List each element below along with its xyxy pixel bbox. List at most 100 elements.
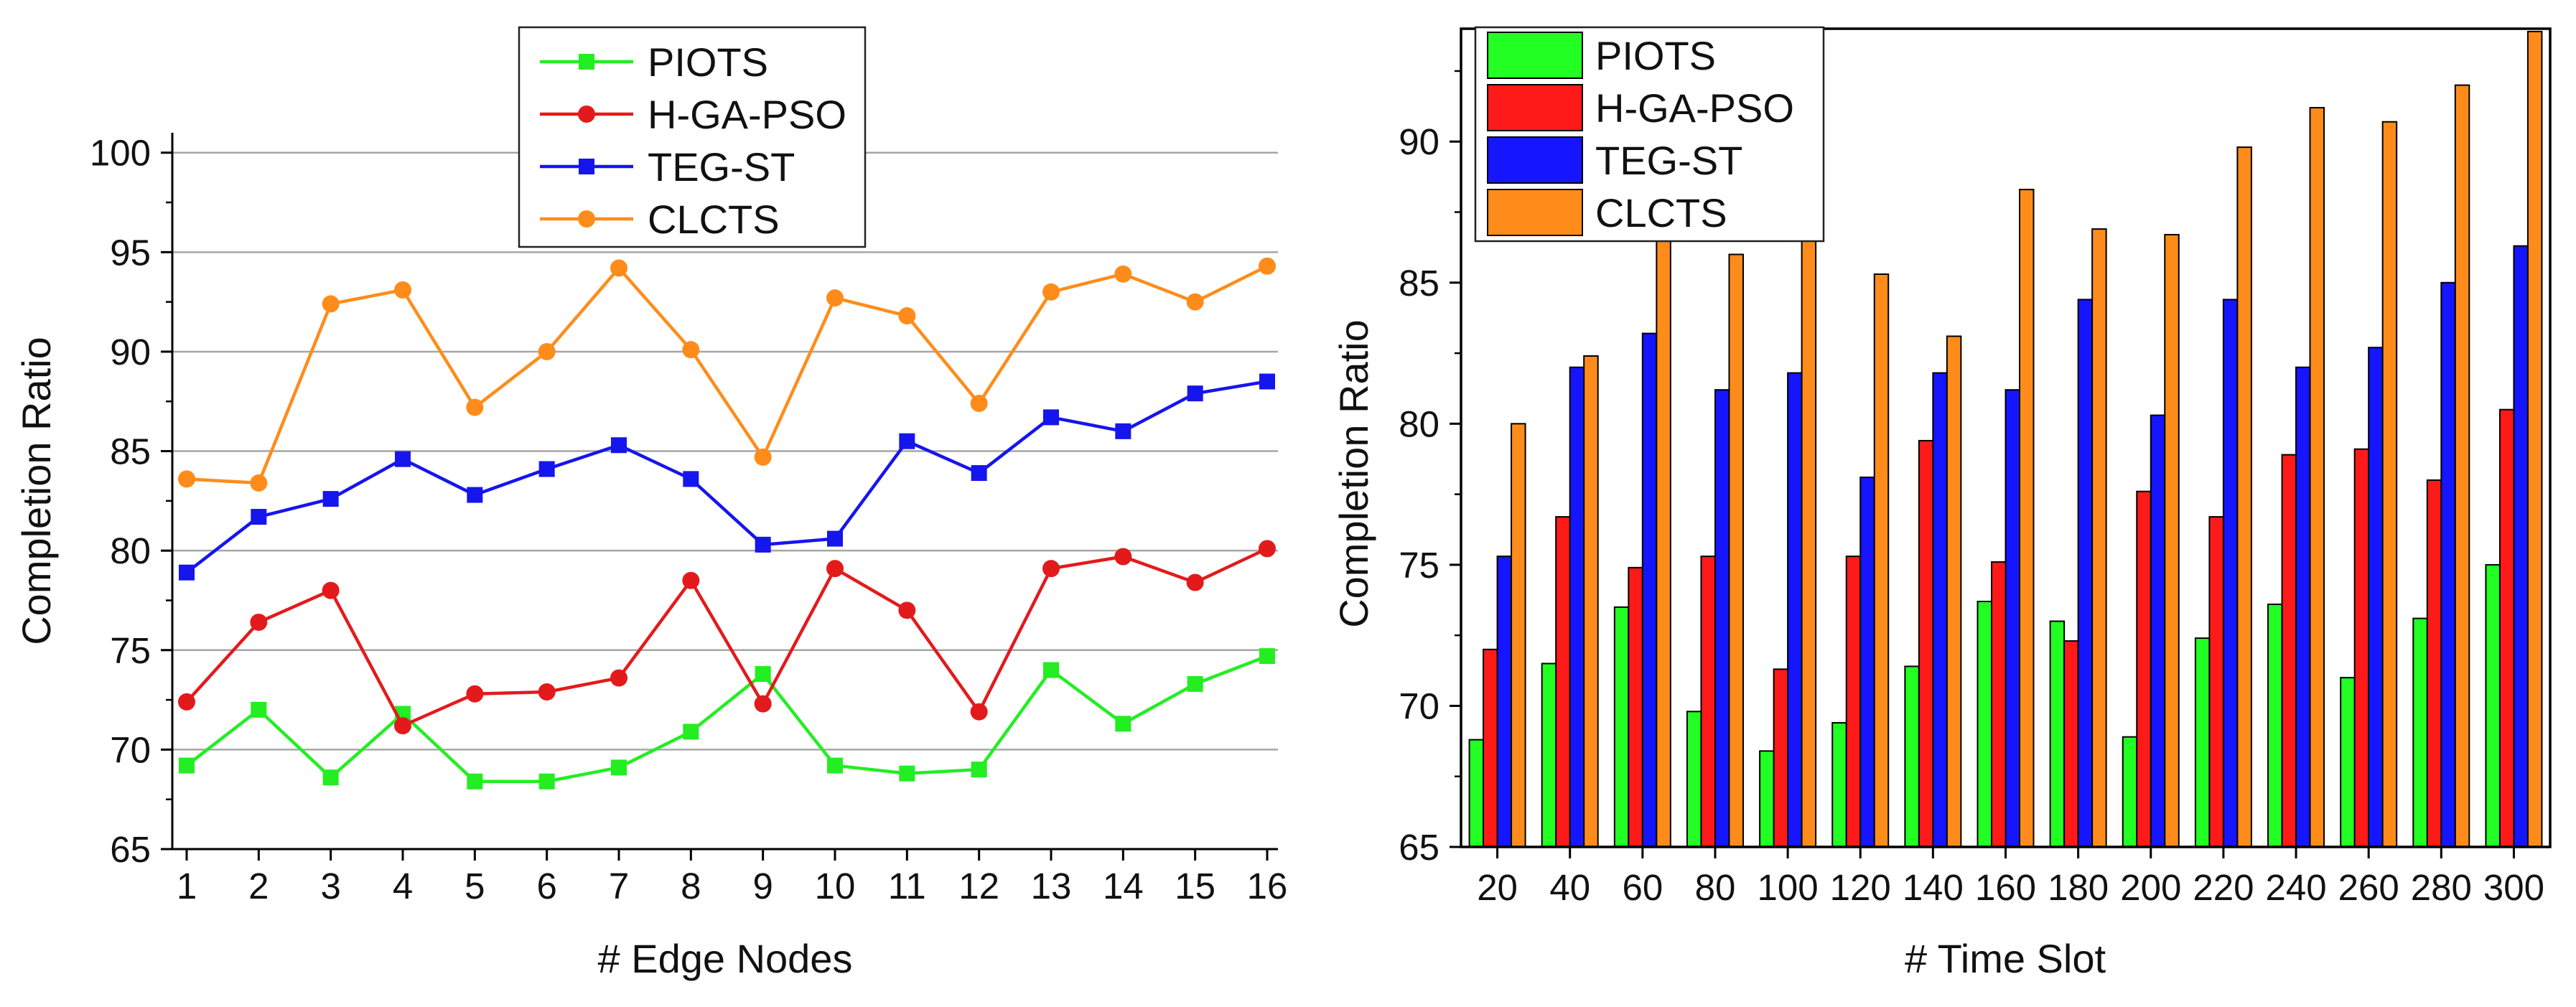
bar [2267, 603, 2283, 848]
bar [1714, 389, 1730, 848]
legend-swatch [1487, 136, 1583, 184]
bar [2063, 640, 2079, 848]
y-tick-label: 80 [1399, 403, 1439, 444]
bar [2426, 479, 2442, 848]
bar [1628, 566, 1643, 848]
x-tick-label: 220 [2193, 867, 2254, 908]
bar [2005, 389, 2020, 848]
data-point [899, 765, 915, 782]
legend-label: PIOTS [648, 39, 768, 85]
legend-label: H-GA-PSO [1595, 85, 1794, 131]
bar [2295, 366, 2311, 848]
data-point [755, 666, 771, 683]
data-point [827, 530, 843, 547]
data-point [826, 560, 844, 578]
bar [2136, 490, 2152, 848]
series-line [185, 380, 1268, 574]
data-point [970, 703, 988, 721]
x-tick-label: 140 [1903, 867, 1964, 908]
y-tick-label: 75 [1399, 545, 1439, 586]
bar [2526, 30, 2543, 848]
bar [1468, 739, 1485, 848]
data-point [971, 762, 987, 778]
data-point [682, 341, 700, 359]
data-point [898, 601, 916, 619]
series-h-ga-pso [1483, 408, 2515, 848]
bar [2150, 414, 2166, 848]
series-line [186, 264, 1269, 485]
x-tick-label: 7 [609, 866, 629, 907]
legend: PIOTS H-GA-PSO TEG-ST CLCTS [518, 26, 867, 248]
data-point [467, 773, 483, 790]
bar [2208, 516, 2224, 848]
y-tick-label: 70 [110, 729, 151, 770]
bar [2122, 736, 2138, 848]
bar-chart-time-slot: 65 70 75 80 85 90 20 40 60 80 100 120 140 160 180 200 22… [1331, 26, 2552, 981]
bar [2091, 228, 2107, 848]
bar [1496, 556, 1513, 848]
bar [2281, 454, 2297, 848]
x-tick-label: 4 [393, 866, 413, 907]
data-point [898, 307, 916, 325]
bar [1904, 665, 1920, 848]
x-tick-label: 3 [320, 866, 340, 907]
bar [2164, 233, 2180, 848]
bar [1831, 722, 1847, 848]
x-tick-label: 13 [1031, 866, 1072, 907]
data-point [178, 470, 195, 488]
data-point [1114, 548, 1132, 566]
y-tick-label: 85 [110, 431, 151, 472]
bar [1932, 372, 1948, 848]
legend-marker [578, 106, 595, 123]
data-point [179, 757, 195, 774]
y-tick-label: 65 [1399, 827, 1439, 868]
x-tick-label: 100 [1758, 867, 1819, 908]
bar [2485, 563, 2501, 848]
bar [1511, 423, 1526, 848]
data-point [322, 581, 340, 599]
bar [2019, 189, 2035, 848]
x-tick-label: 12 [958, 866, 999, 907]
x-tick-label: 16 [1247, 866, 1288, 907]
data-point [1186, 573, 1204, 591]
data-point [250, 613, 268, 631]
data-point [395, 451, 411, 467]
x-axis-label: # Time Slot [1905, 936, 2106, 981]
legend-swatch [1487, 32, 1583, 79]
bar [2340, 677, 2356, 848]
bar [2236, 146, 2252, 848]
y-tick-label: 95 [110, 232, 151, 273]
x-tick-label: 10 [815, 866, 856, 907]
data-point [610, 669, 627, 687]
y-axis-label: Completion Ratio [1331, 319, 1376, 628]
data-point [1186, 293, 1204, 311]
x-axis-label: # Edge Nodes [598, 936, 853, 981]
bar [2513, 245, 2529, 848]
bar [1613, 606, 1630, 848]
data-point [683, 723, 699, 740]
y-tick-label: 90 [1399, 121, 1439, 162]
data-point [899, 433, 915, 449]
bar [2049, 620, 2066, 848]
data-point [178, 693, 195, 711]
bar [2454, 84, 2470, 848]
series-teg-st [1496, 245, 2529, 848]
y-tick-label: 100 [90, 133, 151, 174]
series-line [185, 547, 1268, 728]
bar [1569, 366, 1585, 848]
x-tick-label: 15 [1175, 866, 1215, 907]
data-point [971, 465, 987, 482]
data-point [467, 487, 483, 503]
series-piots [1468, 563, 2501, 848]
data-point [1115, 423, 1131, 439]
data-point [538, 683, 556, 701]
x-tick-label: 11 [888, 866, 926, 907]
x-tick-label: 160 [1975, 867, 2036, 908]
bar [2412, 617, 2428, 848]
x-tick-label: 260 [2338, 867, 2399, 908]
bar [1583, 355, 1599, 848]
data-point [1187, 385, 1203, 402]
data-point [322, 769, 339, 786]
y-tick-label: 65 [110, 829, 151, 870]
